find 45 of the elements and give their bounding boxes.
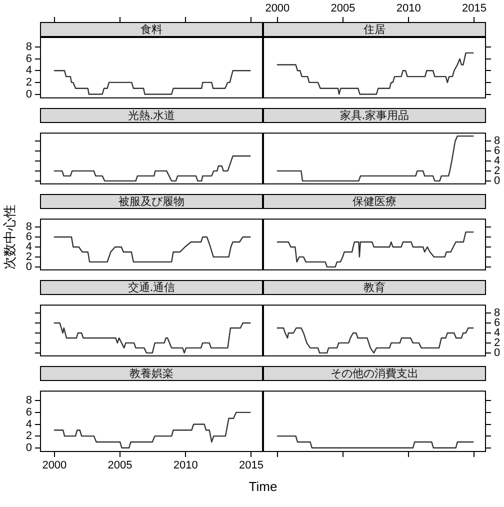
y-tick-label: 4 (26, 241, 32, 254)
y-tick-label: 0 (26, 88, 32, 100)
chart-title: 交通.通信 (128, 281, 176, 294)
x-axis-title: Time (248, 479, 278, 494)
y-tick-label: 4 (26, 418, 32, 430)
y-tick-label: 8 (26, 394, 32, 407)
y-tick-label: 6 (26, 406, 32, 418)
x-tick-label: 2015 (462, 2, 486, 14)
y-tick-label: 0 (494, 346, 500, 359)
chart-title: 家具.家事用品 (340, 109, 410, 122)
y-tick-label: 6 (26, 52, 32, 65)
y-tick-label: 8 (494, 307, 500, 320)
chart-title: その他の消費支出 (330, 367, 418, 380)
y-tick-label: 6 (26, 231, 32, 244)
y-tick-label: 0 (26, 442, 32, 454)
y-tick-label: 8 (494, 135, 500, 148)
x-tick-label: 2010 (396, 2, 421, 14)
x-tick-label: 2000 (42, 460, 67, 472)
y-tick-label: 8 (26, 221, 32, 234)
y-tick-label: 8 (26, 41, 32, 54)
chart-title: 教育 (364, 281, 386, 294)
y-tick-label: 0 (494, 174, 500, 187)
y-tick-label: 2 (26, 430, 32, 442)
x-tick-label: 2010 (173, 460, 198, 472)
y-tick-label: 4 (494, 327, 500, 340)
y-axis-title: 次数中心性 (3, 204, 18, 270)
chart-title: 食料 (140, 23, 162, 36)
chart-title: 教養娯楽 (130, 367, 174, 380)
x-tick-label: 2005 (330, 2, 356, 14)
chart-title: 被服及び履物 (118, 195, 184, 208)
y-tick-label: 2 (494, 164, 500, 177)
y-tick-label: 6 (494, 317, 500, 330)
y-tick-label: 2 (26, 250, 32, 263)
x-tick-label: 2005 (108, 460, 132, 472)
y-tick-label: 4 (26, 64, 32, 77)
y-tick-label: 2 (494, 336, 500, 349)
chart-title: 光熱.水道 (128, 109, 176, 122)
y-tick-label: 2 (26, 76, 32, 88)
y-tick-label: 0 (26, 260, 32, 273)
y-tick-label: 6 (494, 145, 500, 158)
y-tick-label: 4 (494, 155, 500, 168)
x-tick-label: 2000 (265, 2, 290, 14)
chart-title: 保健医療 (352, 195, 396, 208)
x-tick-label: 2015 (238, 460, 264, 472)
chart-title: 住居 (364, 23, 386, 36)
